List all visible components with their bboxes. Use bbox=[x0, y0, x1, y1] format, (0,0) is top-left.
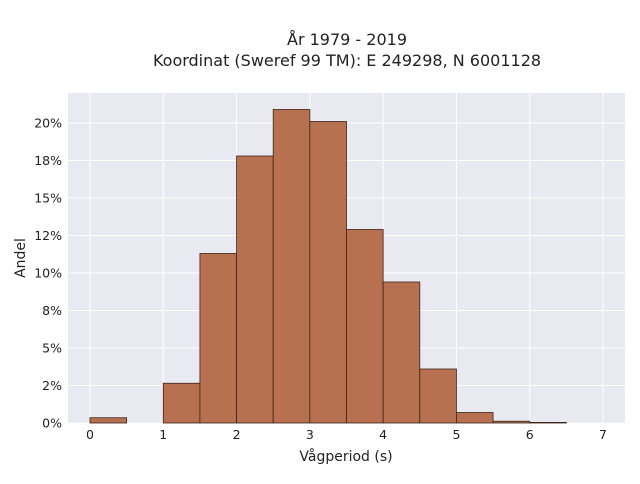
chart-title-line2: Koordinat (Sweref 99 TM): E 249298, N 60… bbox=[153, 51, 541, 70]
x-tick-label: 7 bbox=[599, 427, 607, 442]
y-tick-label: 0% bbox=[42, 416, 62, 431]
y-tick-label: 20% bbox=[34, 116, 62, 131]
histogram-bar bbox=[89, 417, 128, 424]
histogram-bar bbox=[309, 121, 347, 424]
histogram-bars bbox=[89, 109, 567, 424]
x-tick-label: 6 bbox=[526, 427, 534, 442]
histogram-bar bbox=[382, 281, 421, 424]
y-tick-label: 5% bbox=[42, 341, 62, 356]
histogram-bar bbox=[272, 109, 311, 424]
y-tick-label: 2% bbox=[42, 378, 62, 393]
x-axis-ticks: 0 1 2 3 4 5 6 7 bbox=[86, 427, 607, 442]
histogram-bar bbox=[236, 155, 274, 424]
y-axis-ticks: 0% 2% 5% 8% 10% 12% 15% 18% 20% bbox=[34, 116, 62, 431]
histogram-bar bbox=[529, 421, 567, 424]
histogram-bar bbox=[346, 229, 384, 424]
x-tick-label: 1 bbox=[159, 427, 167, 442]
y-tick-label: 12% bbox=[34, 228, 62, 243]
histogram-bar bbox=[199, 253, 237, 424]
histogram-bar bbox=[456, 412, 494, 424]
x-tick-label: 0 bbox=[86, 427, 94, 442]
histogram-bar bbox=[162, 382, 201, 424]
y-axis-label: Andel bbox=[13, 238, 29, 278]
chart-title-line1: År 1979 - 2019 bbox=[287, 30, 407, 49]
y-tick-label: 18% bbox=[34, 153, 62, 168]
histogram-bar bbox=[492, 420, 531, 424]
x-tick-label: 2 bbox=[233, 427, 241, 442]
x-tick-label: 5 bbox=[452, 427, 460, 442]
y-tick-label: 8% bbox=[42, 303, 62, 318]
x-tick-label: 3 bbox=[306, 427, 314, 442]
y-tick-label: 15% bbox=[34, 191, 62, 206]
x-axis-label: Vågperiod (s) bbox=[299, 448, 392, 465]
x-tick-label: 4 bbox=[379, 427, 387, 442]
y-tick-label: 10% bbox=[34, 266, 62, 281]
histogram-bar bbox=[419, 368, 457, 424]
